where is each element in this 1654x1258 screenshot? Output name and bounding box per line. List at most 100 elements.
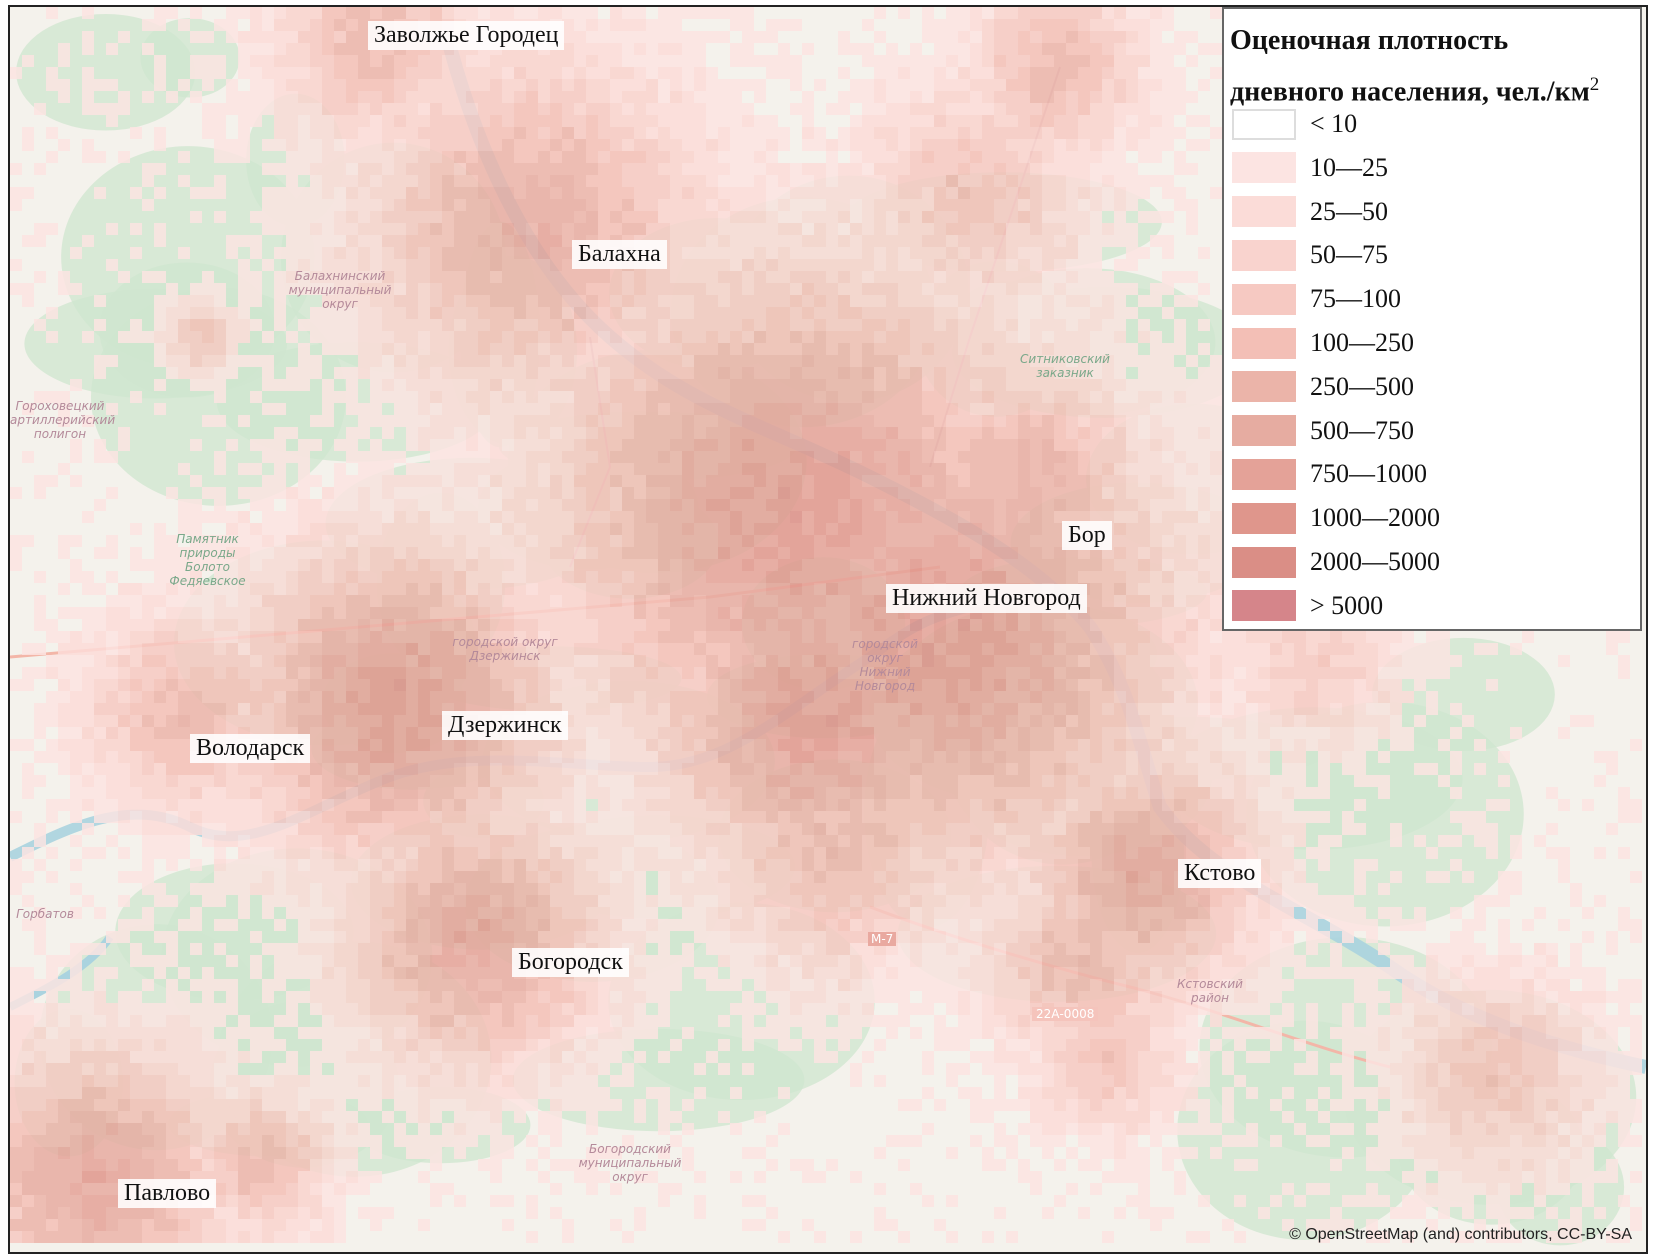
density-cell bbox=[394, 379, 406, 391]
density-cell bbox=[274, 67, 286, 79]
density-cell bbox=[334, 19, 346, 31]
density-cell bbox=[286, 595, 298, 607]
density-cell bbox=[1090, 127, 1102, 139]
density-cell bbox=[646, 631, 658, 643]
density-cell bbox=[274, 523, 286, 535]
density-cell bbox=[574, 199, 586, 211]
density-cell bbox=[598, 43, 610, 55]
density-cell bbox=[958, 379, 970, 391]
density-cell bbox=[634, 487, 646, 499]
density-cell bbox=[1018, 295, 1030, 307]
density-cell bbox=[430, 619, 442, 631]
density-cell bbox=[1006, 163, 1018, 175]
density-cell bbox=[694, 583, 706, 595]
density-cell bbox=[466, 115, 478, 127]
density-cell bbox=[214, 463, 226, 475]
density-cell bbox=[862, 535, 874, 547]
density-cell bbox=[802, 475, 814, 487]
density-cell bbox=[1150, 403, 1162, 415]
density-cell bbox=[670, 607, 682, 619]
density-cell bbox=[502, 163, 514, 175]
density-cell bbox=[586, 67, 598, 79]
density-cell bbox=[754, 379, 766, 391]
density-cell bbox=[706, 307, 718, 319]
density-cell bbox=[298, 619, 310, 631]
density-cell bbox=[694, 523, 706, 535]
density-cell bbox=[1078, 415, 1090, 427]
density-cell bbox=[790, 331, 802, 343]
density-cell bbox=[490, 295, 502, 307]
density-cell bbox=[538, 55, 550, 67]
density-cell bbox=[1030, 247, 1042, 259]
density-cell bbox=[826, 319, 838, 331]
density-cell bbox=[118, 151, 130, 163]
density-cell bbox=[1138, 403, 1150, 415]
density-cell bbox=[1126, 583, 1138, 595]
density-cell bbox=[862, 367, 874, 379]
density-cell bbox=[1102, 559, 1114, 571]
density-cell bbox=[646, 523, 658, 535]
density-cell bbox=[334, 547, 346, 559]
density-cell bbox=[1126, 67, 1138, 79]
density-cell bbox=[766, 559, 778, 571]
density-cell bbox=[1114, 307, 1126, 319]
density-cell bbox=[442, 103, 454, 115]
density-cell bbox=[394, 91, 406, 103]
density-cell bbox=[286, 67, 298, 79]
density-cell bbox=[646, 307, 658, 319]
density-cell bbox=[874, 415, 886, 427]
density-cell bbox=[154, 331, 166, 343]
density-cell bbox=[814, 631, 826, 643]
density-cell bbox=[934, 619, 946, 631]
density-cell bbox=[514, 511, 526, 523]
density-cell bbox=[166, 487, 178, 499]
density-cell bbox=[946, 127, 958, 139]
density-cell bbox=[502, 187, 514, 199]
density-cell bbox=[370, 391, 382, 403]
density-cell bbox=[562, 343, 574, 355]
density-cell bbox=[970, 55, 982, 67]
density-cell bbox=[898, 439, 910, 451]
density-cell bbox=[1018, 343, 1030, 355]
density-cell bbox=[730, 43, 742, 55]
density-cell bbox=[898, 331, 910, 343]
density-cell bbox=[1174, 559, 1186, 571]
density-cell bbox=[646, 127, 658, 139]
density-cell bbox=[610, 307, 622, 319]
density-cell bbox=[1042, 67, 1054, 79]
density-cell bbox=[670, 319, 682, 331]
density-cell bbox=[406, 379, 418, 391]
density-cell bbox=[526, 571, 538, 583]
density-cell bbox=[658, 55, 670, 67]
density-cell bbox=[946, 427, 958, 439]
density-cell bbox=[610, 175, 622, 187]
density-cell bbox=[430, 127, 442, 139]
density-cell bbox=[682, 487, 694, 499]
density-cell bbox=[442, 283, 454, 295]
density-cell bbox=[1102, 79, 1114, 91]
density-cell bbox=[22, 127, 34, 139]
density-cell bbox=[946, 475, 958, 487]
density-cell bbox=[718, 631, 730, 643]
density-cell bbox=[1042, 331, 1054, 343]
density-cell bbox=[370, 319, 382, 331]
density-cell bbox=[514, 127, 526, 139]
density-cell bbox=[382, 475, 394, 487]
density-cell bbox=[1258, 631, 1270, 643]
density-cell bbox=[346, 499, 358, 511]
density-cell bbox=[406, 463, 418, 475]
density-cell bbox=[538, 271, 550, 283]
density-cell bbox=[898, 355, 910, 367]
density-cell bbox=[598, 367, 610, 379]
density-cell bbox=[826, 463, 838, 475]
density-cell bbox=[1006, 43, 1018, 55]
density-cell bbox=[226, 631, 238, 643]
density-cell bbox=[730, 415, 742, 427]
density-cell bbox=[502, 511, 514, 523]
density-cell bbox=[826, 283, 838, 295]
density-cell bbox=[898, 379, 910, 391]
density-cell bbox=[526, 199, 538, 211]
density-cell bbox=[190, 511, 202, 523]
density-cell bbox=[790, 79, 802, 91]
density-cell bbox=[706, 427, 718, 439]
